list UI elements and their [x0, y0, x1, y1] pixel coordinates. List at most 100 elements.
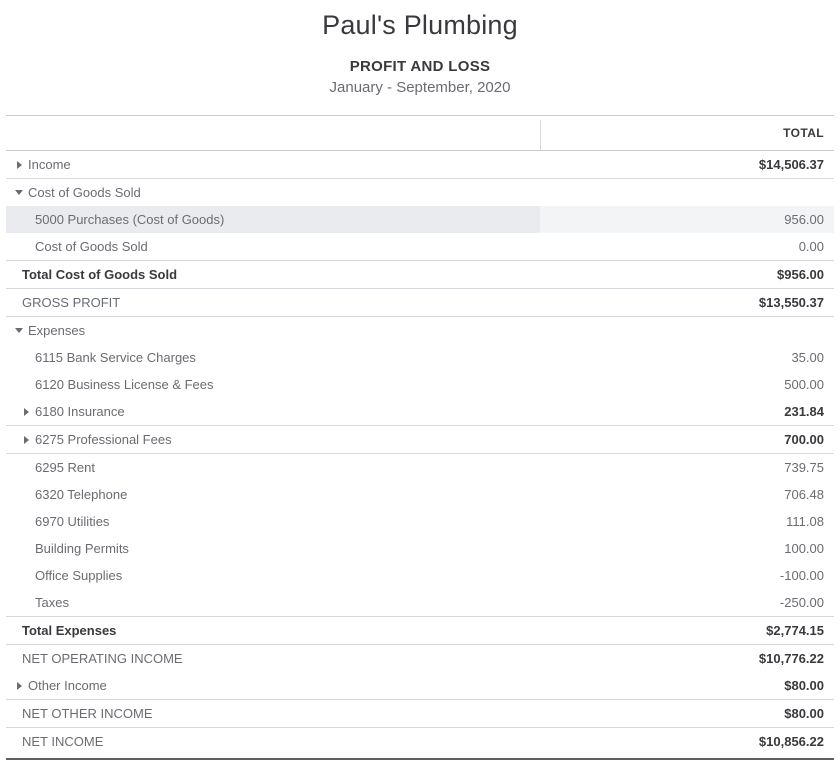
row-label-cell: NET INCOME [6, 728, 540, 755]
row-label-cell: Other Income [6, 672, 540, 699]
row-value-cell: -100.00 [540, 562, 834, 589]
row-label-cell: 5000 Purchases (Cost of Goods) [6, 206, 540, 233]
row-label: 6970 Utilities [35, 514, 110, 529]
row-label-cell: 6295 Rent [6, 454, 540, 481]
row-income[interactable]: Income $14,506.37 [6, 151, 834, 179]
total-column-header: TOTAL [783, 126, 824, 140]
row-value: $80.00 [784, 706, 824, 721]
caret-down-icon[interactable] [10, 190, 28, 195]
row-value-cell: 706.48 [540, 481, 834, 508]
row-label-cell: 6115 Bank Service Charges [6, 344, 540, 371]
row-label-cell: Building Permits [6, 535, 540, 562]
caret-right-icon[interactable] [10, 160, 28, 169]
row-label-cell: Expenses [6, 317, 540, 344]
caret-down-icon[interactable] [10, 328, 28, 333]
row-label: NET OTHER INCOME [22, 706, 153, 721]
row-label: Total Cost of Goods Sold [22, 267, 178, 282]
row-value-cell: $10,776.22 [540, 645, 834, 672]
row-value: 700.00 [784, 432, 824, 447]
row-6180-insurance[interactable]: 6180 Insurance 231.84 [6, 398, 834, 426]
row-value-cell: 100.00 [540, 535, 834, 562]
row-label-cell: Taxes [6, 589, 540, 616]
row-net-income[interactable]: NET INCOME $10,856.22 [6, 728, 834, 755]
row-total-expenses[interactable]: Total Expenses $2,774.15 [6, 617, 834, 645]
row-label-cell: Cost of Goods Sold [6, 179, 540, 206]
row-label: Total Expenses [22, 623, 117, 638]
triangle-glyph [16, 160, 22, 169]
row-value-cell: $80.00 [540, 672, 834, 699]
row-label: Building Permits [35, 541, 129, 556]
row-building-permits[interactable]: Building Permits 100.00 [6, 535, 834, 562]
triangle-glyph [23, 435, 29, 444]
row-label: GROSS PROFIT [22, 295, 121, 310]
row-value-cell: 956.00 [540, 206, 834, 233]
row-net-other-income[interactable]: NET OTHER INCOME $80.00 [6, 700, 834, 728]
caret-right-icon[interactable] [17, 407, 35, 416]
row-value: -100.00 [779, 568, 824, 583]
row-value: $80.00 [784, 678, 824, 693]
row-label-cell: 6120 Business License & Fees [6, 371, 540, 398]
row-value: 739.75 [784, 460, 824, 475]
report-end-double-rule [6, 758, 834, 762]
row-value-cell: 739.75 [540, 454, 834, 481]
row-expenses[interactable]: Expenses [6, 317, 834, 344]
row-label: 5000 Purchases (Cost of Goods) [35, 212, 225, 227]
row-cost-of-goods-sold[interactable]: Cost of Goods Sold [6, 179, 834, 206]
row-value: 100.00 [784, 541, 824, 556]
row-value-cell: 500.00 [540, 371, 834, 398]
row-value-cell: -250.00 [540, 589, 834, 616]
company-name: Paul's Plumbing [322, 10, 518, 40]
table-header-row: TOTAL [6, 116, 834, 151]
row-6295-rent[interactable]: 6295 Rent 739.75 [6, 454, 834, 481]
row-value-cell: 231.84 [540, 398, 834, 425]
report-title: PROFIT AND LOSS [349, 58, 491, 75]
row-value: $10,776.22 [758, 651, 824, 666]
caret-right-icon[interactable] [17, 435, 35, 444]
report-table: TOTAL Income $14,506.37 Cost of Goods Sold… [6, 115, 834, 762]
column-divider [540, 120, 541, 150]
row-label: 6275 Professional Fees [35, 432, 172, 447]
row-value: -250.00 [779, 595, 824, 610]
row-label: 6295 Rent [35, 460, 95, 475]
row-value: 35.00 [791, 350, 824, 365]
table-rows: Income $14,506.37 Cost of Goods Sold 5000 P… [6, 151, 834, 762]
row-net-operating-income[interactable]: NET OPERATING INCOME $10,776.22 [6, 645, 834, 672]
triangle-glyph [16, 681, 22, 690]
row-value-cell: 35.00 [540, 344, 834, 371]
report-period: January - September, 2020 [329, 79, 511, 96]
row-other-income[interactable]: Other Income $80.00 [6, 672, 834, 700]
row-value: 231.84 [784, 404, 824, 419]
row-value: 706.48 [784, 487, 824, 502]
row-label-cell: NET OPERATING INCOME [6, 645, 540, 672]
row-5000-purchases-cost-of-goods[interactable]: 5000 Purchases (Cost of Goods) 956.00 [6, 206, 834, 233]
row-value-cell [540, 317, 834, 344]
row-6970-utilities[interactable]: 6970 Utilities 111.08 [6, 508, 834, 535]
row-value-cell [540, 179, 834, 206]
caret-right-icon[interactable] [10, 681, 28, 690]
row-office-supplies[interactable]: Office Supplies -100.00 [6, 562, 834, 589]
row-gross-profit[interactable]: GROSS PROFIT $13,550.37 [6, 289, 834, 317]
row-value: $2,774.15 [766, 623, 824, 638]
triangle-glyph [23, 407, 29, 416]
row-taxes[interactable]: Taxes -250.00 [6, 589, 834, 617]
row-value: $956.00 [777, 267, 824, 282]
row-label-cell: 6275 Professional Fees [6, 426, 540, 453]
row-label-cell: Total Cost of Goods Sold [6, 261, 540, 288]
row-label: Office Supplies [35, 568, 123, 583]
row-label: 6320 Telephone [35, 487, 128, 502]
row-6120-business-license-fees[interactable]: 6120 Business License & Fees 500.00 [6, 371, 834, 398]
row-6275-professional-fees[interactable]: 6275 Professional Fees 700.00 [6, 426, 834, 454]
triangle-glyph [15, 328, 23, 333]
row-label: NET OPERATING INCOME [22, 651, 183, 666]
row-total-cost-of-goods-sold[interactable]: Total Cost of Goods Sold $956.00 [6, 261, 834, 289]
row-value-cell: $956.00 [540, 261, 834, 288]
row-6115-bank-service-charges[interactable]: 6115 Bank Service Charges 35.00 [6, 344, 834, 371]
row-6320-telephone[interactable]: 6320 Telephone 706.48 [6, 481, 834, 508]
row-value-cell: $80.00 [540, 700, 834, 727]
row-label-cell: GROSS PROFIT [6, 289, 540, 316]
row-label: Taxes [35, 595, 69, 610]
row-label: Other Income [28, 678, 107, 693]
row-cost-of-goods-sold[interactable]: Cost of Goods Sold 0.00 [6, 233, 834, 261]
row-label-cell: 6180 Insurance [6, 398, 540, 425]
